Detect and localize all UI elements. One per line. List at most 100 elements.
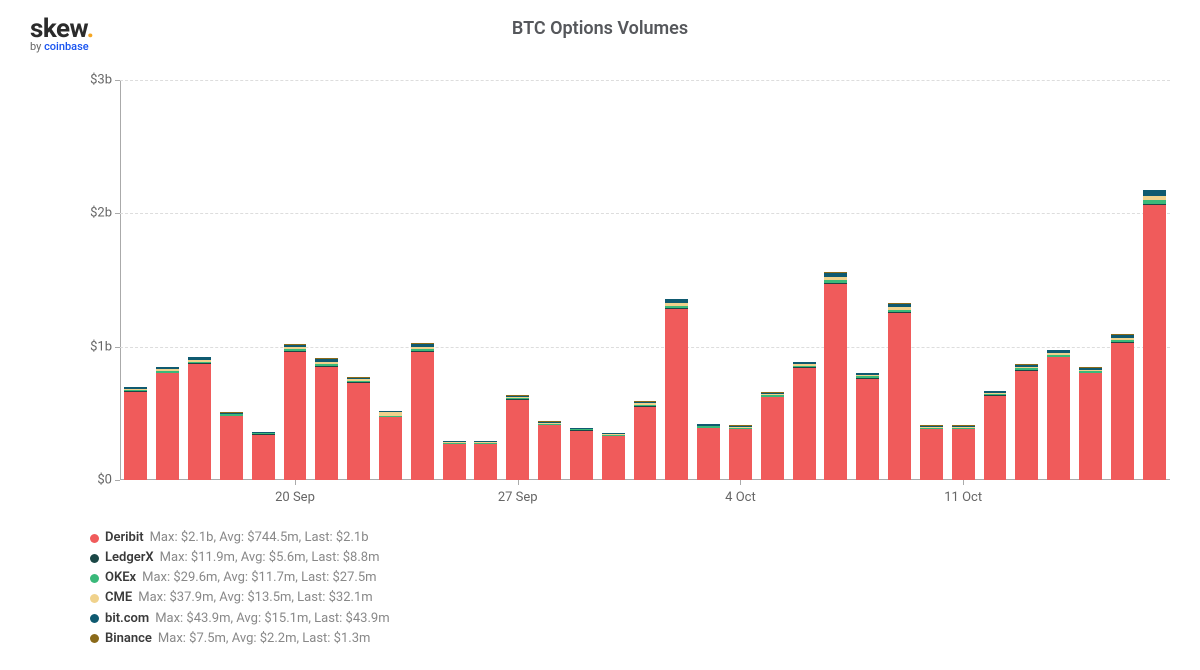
bar[interactable] xyxy=(793,362,816,480)
bar[interactable] xyxy=(252,432,275,480)
bars-container xyxy=(120,80,1170,480)
legend-series-name: Deribit xyxy=(105,528,144,548)
bar-segment-deribit xyxy=(1015,371,1038,480)
bar[interactable] xyxy=(347,377,370,480)
bar-segment-deribit xyxy=(856,379,879,480)
y-axis-label: $0 xyxy=(52,473,112,488)
bar[interactable] xyxy=(697,424,720,480)
legend-item-binance[interactable]: Binance Max: $7.5m, Avg: $2.2m, Last: $1… xyxy=(90,629,390,649)
chart-plot-area: $0$1b$2b$3b 20 Sep27 Sep4 Oct11 Oct xyxy=(120,80,1170,480)
bar-segment-deribit xyxy=(474,444,497,480)
x-tick xyxy=(518,480,519,485)
bar-segment-deribit xyxy=(888,313,911,480)
bar[interactable] xyxy=(1079,367,1102,480)
legend-series-name: OKEx xyxy=(105,568,136,588)
x-tick xyxy=(295,480,296,485)
bar-segment-deribit xyxy=(602,436,625,480)
bar[interactable] xyxy=(411,343,434,480)
bar[interactable] xyxy=(1015,364,1038,480)
chart-title: BTC Options Volumes xyxy=(0,18,1200,39)
bar-segment-deribit xyxy=(920,429,943,480)
legend-dot-icon xyxy=(90,594,99,603)
bar[interactable] xyxy=(124,387,147,480)
bar-segment-deribit xyxy=(761,397,784,480)
legend-dot-icon xyxy=(90,554,99,563)
x-axis-label: 4 Oct xyxy=(725,490,756,505)
bar[interactable] xyxy=(506,395,529,480)
bar-segment-deribit xyxy=(315,367,338,480)
legend-item-okex[interactable]: OKEx Max: $29.6m, Avg: $11.7m, Last: $27… xyxy=(90,568,390,588)
bar[interactable] xyxy=(538,421,561,480)
bar-segment-deribit xyxy=(729,429,752,480)
bar-segment-deribit xyxy=(506,400,529,480)
legend-dot-icon xyxy=(90,614,99,623)
x-tick xyxy=(740,480,741,485)
bar[interactable] xyxy=(761,392,784,480)
bar[interactable] xyxy=(220,412,243,480)
legend-item-ledgerx[interactable]: LedgerX Max: $11.9m, Avg: $5.6m, Last: $… xyxy=(90,548,390,568)
bar[interactable] xyxy=(474,441,497,480)
bar-segment-deribit xyxy=(1079,373,1102,480)
bar-segment-deribit xyxy=(124,392,147,480)
bar[interactable] xyxy=(379,411,402,480)
legend-item-bitcom[interactable]: bit.com Max: $43.9m, Avg: $15.1m, Last: … xyxy=(90,609,390,629)
legend: Deribit Max: $2.1b, Avg: $744.5m, Last: … xyxy=(90,528,390,649)
legend-series-name: LedgerX xyxy=(105,548,154,568)
bar-segment-deribit xyxy=(379,417,402,480)
legend-series-stats: Max: $37.9m, Avg: $13.5m, Last: $32.1m xyxy=(138,588,372,608)
bar[interactable] xyxy=(1111,334,1134,480)
bar-segment-deribit xyxy=(1111,343,1134,480)
bar-segment-deribit xyxy=(284,352,307,480)
bar[interactable] xyxy=(602,433,625,480)
bar-segment-deribit xyxy=(952,429,975,480)
legend-series-stats: Max: $11.9m, Avg: $5.6m, Last: $8.8m xyxy=(160,548,380,568)
bar[interactable] xyxy=(634,401,657,480)
bar-segment-deribit xyxy=(220,416,243,480)
legend-series-name: bit.com xyxy=(105,609,149,629)
y-axis-label: $1b xyxy=(52,339,112,354)
logo-subtext: by coinbase xyxy=(30,40,94,53)
bar-segment-deribit xyxy=(570,431,593,480)
bar[interactable] xyxy=(315,358,338,480)
bar[interactable] xyxy=(824,272,847,480)
legend-dot-icon xyxy=(90,534,99,543)
legend-item-deribit[interactable]: Deribit Max: $2.1b, Avg: $744.5m, Last: … xyxy=(90,528,390,548)
bar[interactable] xyxy=(1143,190,1166,480)
legend-series-stats: Max: $2.1b, Avg: $744.5m, Last: $2.1b xyxy=(150,528,369,548)
bar-segment-deribit xyxy=(411,352,434,480)
bar[interactable] xyxy=(984,391,1007,480)
bar[interactable] xyxy=(156,367,179,480)
bar-segment-deribit xyxy=(665,309,688,480)
x-tick xyxy=(963,480,964,485)
legend-series-stats: Max: $43.9m, Avg: $15.1m, Last: $43.9m xyxy=(155,609,389,629)
bar[interactable] xyxy=(443,441,466,480)
bar-segment-deribit xyxy=(347,383,370,480)
bar[interactable] xyxy=(856,373,879,480)
bar[interactable] xyxy=(952,425,975,480)
x-axis-label: 27 Sep xyxy=(498,490,538,505)
bar[interactable] xyxy=(888,303,911,480)
bar-segment-deribit xyxy=(1047,357,1070,480)
bar[interactable] xyxy=(570,428,593,480)
bar-segment-deribit xyxy=(984,396,1007,480)
legend-series-stats: Max: $7.5m, Avg: $2.2m, Last: $1.3m xyxy=(158,629,371,649)
bar[interactable] xyxy=(284,344,307,480)
legend-series-name: CME xyxy=(105,588,132,608)
x-axis-label: 20 Sep xyxy=(275,490,315,505)
legend-item-cme[interactable]: CME Max: $37.9m, Avg: $13.5m, Last: $32.… xyxy=(90,588,390,608)
bar-segment-deribit xyxy=(634,407,657,480)
x-axis-label: 11 Oct xyxy=(944,490,982,505)
bar-segment-deribit xyxy=(188,364,211,480)
y-axis-label: $3b xyxy=(52,73,112,88)
bar-segment-deribit xyxy=(793,368,816,480)
bar[interactable] xyxy=(188,357,211,480)
bar[interactable] xyxy=(729,425,752,480)
bar[interactable] xyxy=(665,299,688,480)
bar-segment-deribit xyxy=(697,428,720,480)
bar[interactable] xyxy=(1047,350,1070,480)
bar-segment-deribit xyxy=(824,284,847,480)
y-axis-label: $2b xyxy=(52,206,112,221)
y-tick xyxy=(115,480,120,481)
bar[interactable] xyxy=(920,425,943,480)
bar-segment-deribit xyxy=(538,425,561,480)
